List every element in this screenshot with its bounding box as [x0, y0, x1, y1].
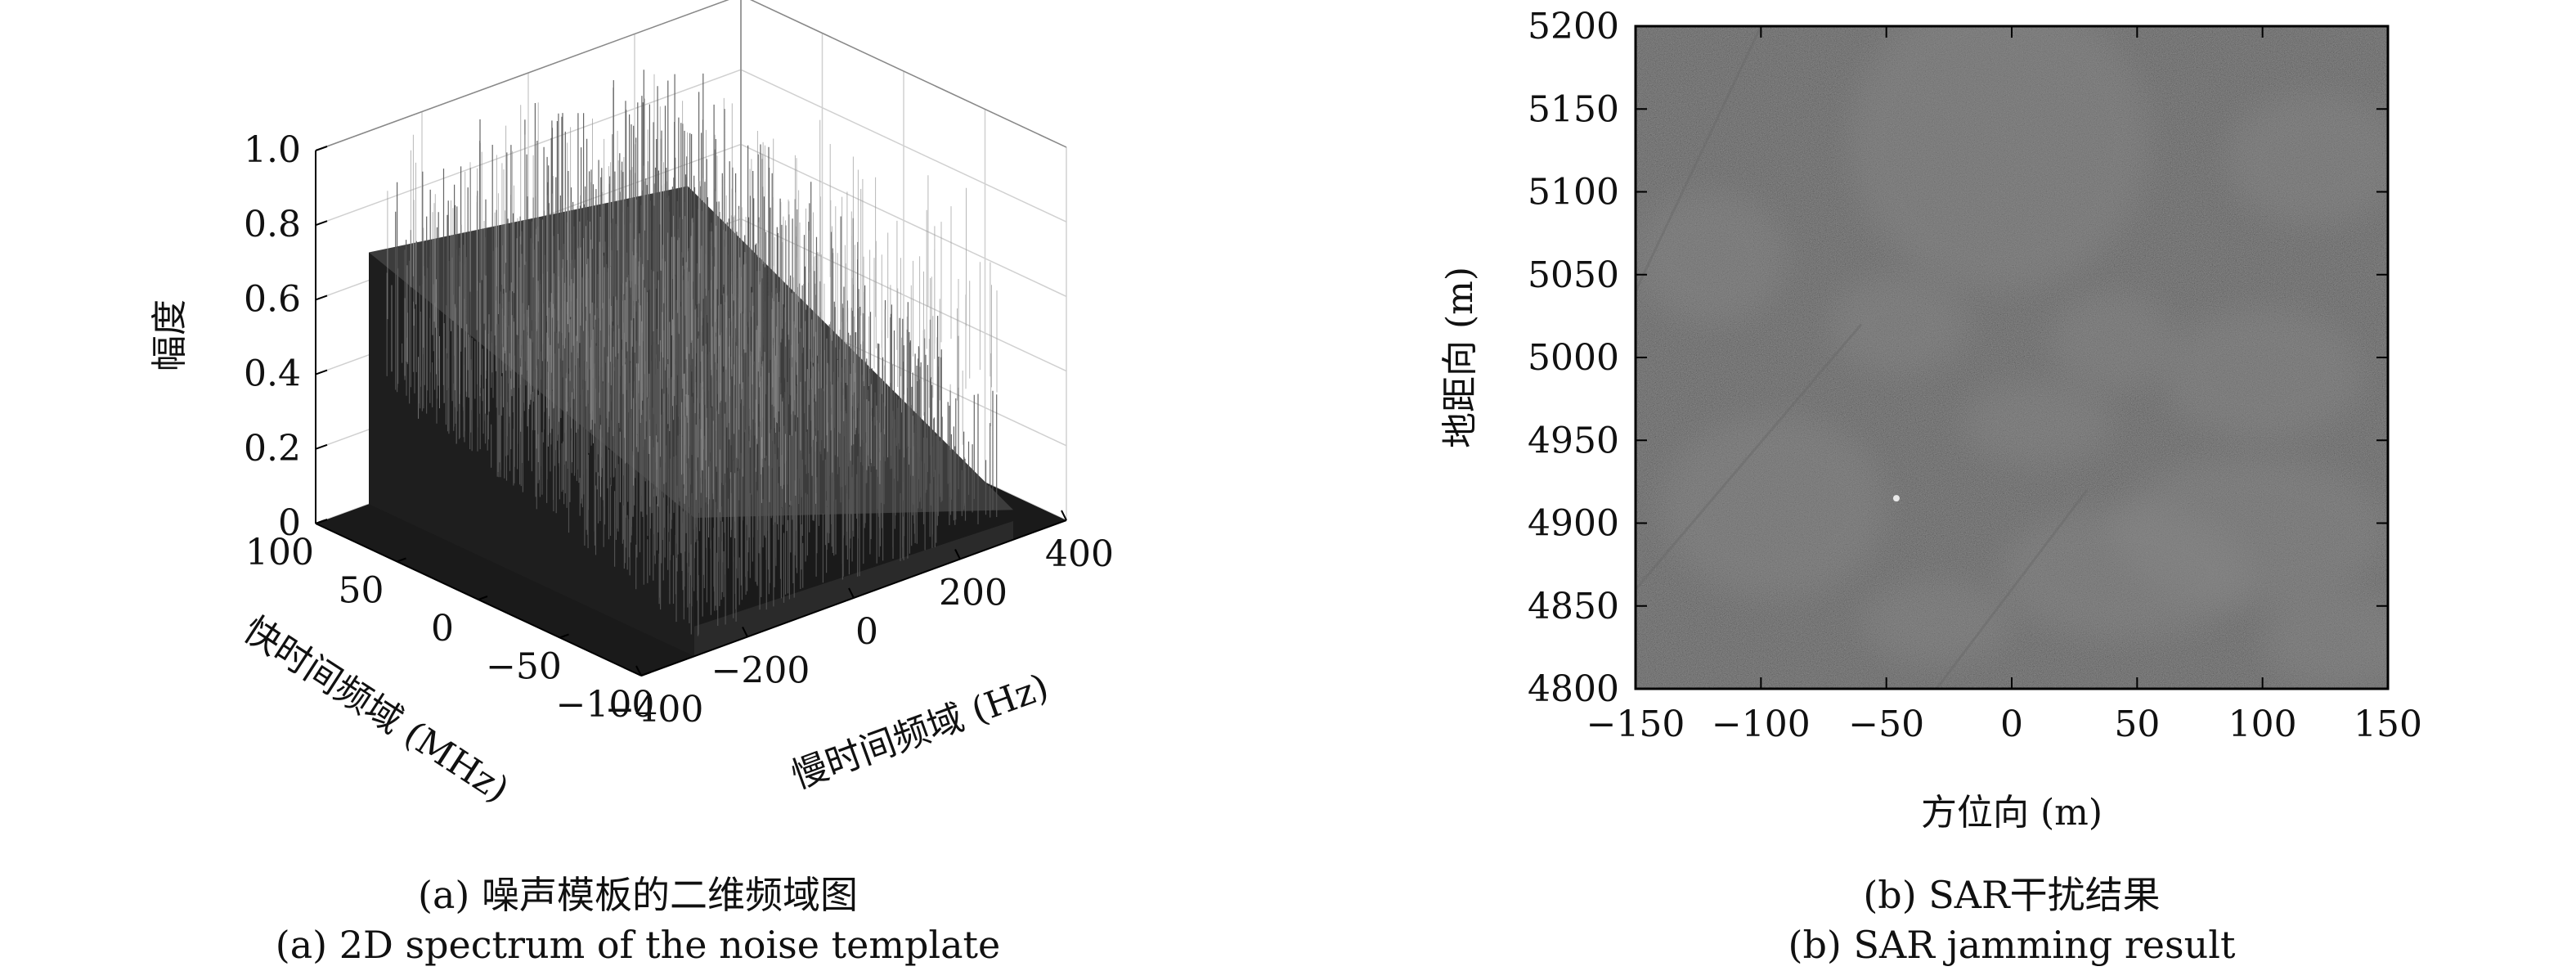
- sar-y-tick-label: 5100: [1528, 172, 1619, 214]
- sar-bright-patch: [1829, 274, 1969, 375]
- surface-axes: 0 0.2 0.4 0.6 0.8 1.0 100 50 0 −50−100−400−200 0 20…: [244, 129, 1114, 731]
- sar-y-tick-label: 4800: [1528, 668, 1619, 710]
- noise-spike-highlights: [387, 74, 998, 538]
- surface-y-tick: [954, 549, 961, 560]
- surface-x-tick: [315, 519, 325, 524]
- sar-y-tick-label: 4900: [1528, 503, 1619, 545]
- sar-x-axis-label: 方位向 (m): [1921, 792, 2103, 834]
- surface-y-tick: [848, 587, 855, 599]
- surface-z-tick: [315, 220, 328, 227]
- sar-y-tick-label: 5050: [1528, 254, 1619, 296]
- sar-bright-patch: [1961, 382, 2112, 465]
- caption-b-english: (b) SAR jamming result: [1788, 923, 2236, 967]
- surface-z-tick-label: 1.0: [244, 129, 301, 171]
- surface-mesh: [316, 70, 1066, 676]
- surface-y-tick-label: −400: [605, 689, 704, 731]
- surface-y-tick-label: 200: [939, 573, 1008, 614]
- sar-linear-feature: [1636, 26, 1762, 292]
- surface-y-axis-label: 慢时间频域 (Hz): [786, 666, 1053, 798]
- sar-bright-patch: [2224, 92, 2388, 225]
- surface-z-tick-label: 0.6: [244, 278, 301, 320]
- surface-z-tick: [315, 443, 328, 450]
- sar-x-tick-label: −50: [1848, 704, 1924, 745]
- sar-y-tick-label: 4950: [1528, 420, 1619, 461]
- surface-plot: 0 0.2 0.4 0.6 0.8 1.0 100 50 0 −50−100−400−200 0 20…: [149, 0, 1114, 811]
- sar-linear-feature: [1935, 489, 2089, 689]
- sar-bright-patch: [1999, 506, 2251, 640]
- sar-y-tick-label: 5000: [1528, 337, 1619, 379]
- sar-y-tick-label: 5150: [1528, 88, 1619, 130]
- sar-x-tick-label: −100: [1712, 704, 1811, 745]
- surface-z-tick: [315, 369, 328, 375]
- sar-bright-patch: [1861, 581, 2012, 664]
- sar-heatmap: −150 −100 −50 0 50 100 150 4800 4850 4900 4950 5000…: [1439, 6, 2422, 834]
- surface-x-tick: [397, 557, 406, 563]
- sar-axis-ticks: −150 −100 −50 0 50 100 150 4800 4850 4900 4950 5000…: [1528, 6, 2422, 745]
- sar-y-axis-label: 地距向 (m): [1439, 267, 1481, 448]
- surface-x-axis-label: 快时间频域 (MHz): [236, 609, 516, 811]
- caption-b-chinese: (b) SAR干扰结果: [1863, 873, 2161, 917]
- surface-y-tick-label: −200: [711, 650, 810, 692]
- surface-y-tick: [635, 665, 642, 677]
- surface-x-tick-label: −50: [486, 646, 562, 688]
- surface-x-tick: [640, 672, 651, 677]
- sar-linear-feature: [1636, 323, 1863, 591]
- sar-bright-patch: [1636, 191, 1786, 325]
- caption-a-chinese: (a) 噪声模板的二维频域图: [418, 873, 858, 917]
- surface-x-tick-label: 0: [431, 608, 454, 650]
- surface-x-tick-label: 50: [339, 570, 384, 612]
- sar-y-tick-label: 5200: [1528, 6, 1619, 47]
- surface-x-tick-label: 100: [245, 532, 314, 573]
- surface-x-tick-label: −100: [556, 684, 655, 726]
- sar-bright-patch: [1660, 415, 1887, 598]
- sar-bright-patch: [2162, 308, 2363, 441]
- surface-x-tick: [478, 596, 488, 600]
- surface-y-tick-label: 0: [855, 611, 878, 653]
- sar-bright-patch: [1848, 26, 2150, 291]
- surface-edge: [750, 0, 1067, 148]
- noise-block-front-face: [694, 520, 1013, 657]
- surface-z-axis-label: 幅度: [149, 299, 191, 371]
- sar-x-tick-label: 100: [2228, 704, 2297, 745]
- sar-bright-patch: [2049, 291, 2175, 391]
- sar-x-tick-label: −150: [1586, 704, 1685, 745]
- sar-bright-patch: [2262, 589, 2388, 689]
- surface-y-tick-label: 400: [1045, 533, 1114, 575]
- surface-y-tick: [1061, 510, 1067, 521]
- surface-x-tick: [559, 633, 569, 639]
- sar-bright-features: [1636, 26, 2388, 689]
- surface-edge: [315, 0, 729, 151]
- surface-y-tick: [742, 627, 748, 637]
- sar-point-target: [1892, 495, 1900, 502]
- caption-a-english: (a) 2D spectrum of the noise template: [275, 923, 1001, 967]
- sar-x-tick-label: 150: [2354, 704, 2422, 745]
- surface-z-tick-label: 0: [278, 502, 301, 544]
- sar-x-tick-label: 50: [2114, 704, 2160, 745]
- surface-z-tick-label: 0.2: [244, 428, 301, 470]
- sar-x-tick-label: 0: [2000, 704, 2023, 745]
- sar-y-tick-label: 4850: [1528, 586, 1619, 627]
- surface-z-tick: [315, 294, 328, 301]
- surface-z-tick: [315, 146, 328, 151]
- surface-z-tick-label: 0.8: [244, 204, 301, 245]
- surface-z-tick-label: 0.4: [244, 353, 301, 395]
